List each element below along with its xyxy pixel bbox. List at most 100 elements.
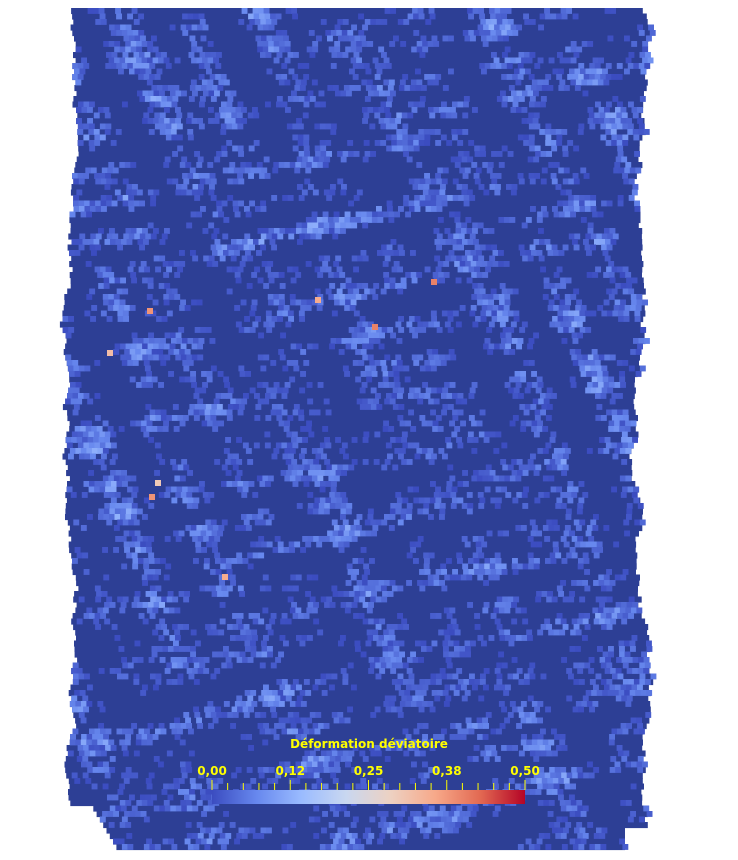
mesh-cell (153, 756, 160, 762)
mesh-cell (149, 569, 156, 575)
mesh-cell (273, 448, 280, 454)
mesh-cell (112, 233, 119, 240)
mesh-cell (458, 151, 464, 157)
mesh-cell (131, 343, 137, 350)
mesh-cell (314, 728, 321, 735)
mesh-row (64, 448, 632, 455)
mesh-cell (352, 816, 359, 823)
mesh-cell (211, 530, 218, 537)
mesh-cell (94, 393, 101, 399)
mesh-cell (320, 673, 327, 680)
mesh-cell (186, 767, 193, 773)
mesh-cell (200, 789, 206, 795)
mesh-cell (355, 525, 362, 531)
mesh-cell (270, 728, 277, 735)
mesh-cell (516, 343, 522, 350)
mesh-cell (177, 464, 184, 471)
mesh-cell (331, 310, 338, 317)
mesh-cell (257, 24, 264, 31)
mesh-cell (614, 162, 621, 168)
mesh-cell (391, 140, 398, 146)
mesh-cell (68, 327, 75, 333)
mesh-cell (616, 123, 623, 130)
mesh-cell (313, 772, 320, 779)
mesh-cell (511, 90, 517, 97)
mesh-cell (367, 398, 374, 405)
mesh-cell (284, 162, 291, 168)
mesh-cell (428, 321, 435, 328)
mesh-cell (237, 481, 244, 487)
mesh-cell (113, 305, 120, 311)
mesh-row (74, 640, 651, 647)
mesh-row (67, 365, 642, 372)
mesh-cell (140, 547, 147, 553)
mesh-cell (349, 85, 356, 91)
mesh-cell (86, 607, 93, 614)
mesh-cell (424, 393, 431, 399)
mesh-cell (528, 112, 535, 119)
mesh-cell (436, 387, 443, 394)
mesh-cell (534, 558, 540, 564)
mesh-cell (110, 745, 117, 751)
mesh-cell (534, 409, 541, 416)
mesh-cell (609, 118, 616, 124)
mesh-cell (313, 470, 320, 476)
mesh-cell (160, 415, 167, 421)
mesh-cell (484, 338, 491, 344)
mesh-cell (303, 728, 310, 735)
mesh-cell (315, 712, 322, 718)
mesh-cell (151, 376, 158, 383)
mesh-cell (434, 503, 441, 509)
mesh-cell (411, 684, 418, 691)
mesh-cell (175, 805, 182, 812)
mesh-cell (261, 640, 267, 647)
mesh-cell (150, 233, 157, 240)
mesh-cell (383, 629, 390, 636)
mesh-cell (508, 327, 515, 333)
mesh-cell (94, 585, 101, 592)
mesh-cell (604, 437, 611, 443)
mesh-cell (182, 662, 189, 669)
mesh-cell (351, 332, 358, 339)
mesh-cell (382, 371, 389, 377)
mesh-cell (124, 811, 130, 817)
mesh-cell (468, 679, 475, 685)
mesh-cell (122, 519, 129, 526)
mesh-cell (313, 602, 319, 608)
mesh-cell (637, 684, 643, 691)
mesh-cell (438, 822, 445, 828)
mesh-cell (132, 558, 139, 564)
mesh-cell (531, 250, 537, 256)
mesh-cell (268, 228, 275, 234)
mesh-cell (159, 129, 166, 135)
mesh-cell (264, 13, 271, 20)
mesh-cell (407, 134, 414, 141)
mesh-cell (201, 811, 207, 817)
mesh-cell (259, 481, 266, 487)
mesh-cell (203, 255, 210, 262)
mesh-cell (548, 739, 555, 746)
mesh-cell (106, 596, 113, 603)
mesh-cell (98, 459, 105, 465)
mesh-cell (227, 96, 234, 102)
mesh-cell (390, 695, 397, 702)
mesh-cell (262, 739, 269, 746)
mesh-cell (199, 481, 205, 487)
mesh-cell (152, 574, 159, 581)
mesh-cell (346, 563, 353, 570)
mesh-cell (102, 547, 108, 553)
mesh-cell (633, 486, 639, 493)
mesh-cell (236, 470, 243, 476)
mesh-cell (478, 8, 484, 14)
mesh-cell (550, 486, 557, 493)
mesh-cell (449, 574, 456, 581)
mesh-cell (564, 525, 571, 531)
mesh-cell (242, 657, 248, 663)
mesh-cell (266, 778, 273, 784)
mesh-cell (337, 19, 344, 25)
mesh-cell (615, 118, 621, 124)
mesh-cell (454, 629, 461, 636)
mesh-cell (358, 338, 364, 344)
mesh-cell (345, 277, 352, 284)
mesh-cell (344, 217, 351, 223)
